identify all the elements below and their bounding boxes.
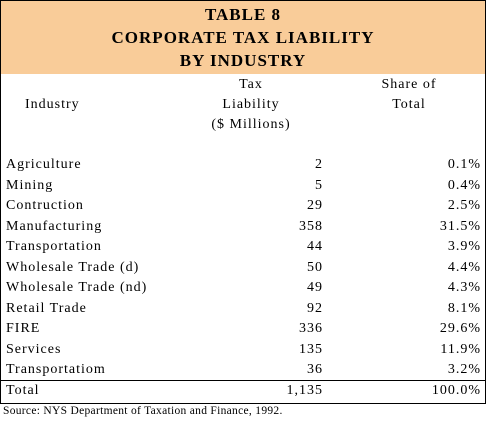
tax-cell: 92 bbox=[307, 300, 323, 316]
column-header-industry: Industry bbox=[25, 95, 125, 115]
industry-cell: Transportatiom bbox=[6, 362, 106, 377]
table-row: Manufacturing 358 31.5% bbox=[1, 217, 485, 238]
source-note: Source: NYS Department of Taxation and F… bbox=[3, 405, 283, 417]
tax-cell: 49 bbox=[307, 280, 323, 295]
table-number: TABLE 8 bbox=[204, 5, 282, 24]
table-frame: TABLE 8 CORPORATE TAX LIABILITY BY INDUS… bbox=[0, 0, 486, 404]
tax-cell: 2 bbox=[315, 157, 323, 172]
table-row: Transportation 44 3.9% bbox=[1, 237, 485, 258]
tax-cell: 135 bbox=[299, 341, 323, 357]
column-header-tax-liability: Tax Liability ($ Millions) bbox=[201, 75, 301, 135]
tax-cell: 36 bbox=[307, 362, 323, 377]
title-band: TABLE 8 CORPORATE TAX LIABILITY BY INDUS… bbox=[1, 1, 485, 74]
share-cell: 2.5% bbox=[447, 198, 481, 213]
table-row: Contruction 29 2.5% bbox=[1, 196, 485, 217]
share-cell: 29.6% bbox=[439, 321, 481, 336]
total-row: Total 1,135 100.0% bbox=[1, 381, 485, 402]
share-cell: 3.2% bbox=[447, 362, 481, 377]
table-row: Wholesale Trade (d) 50 4.4% bbox=[1, 258, 485, 279]
total-share: 100.0% bbox=[431, 382, 481, 398]
industry-cell: Manufacturing bbox=[6, 218, 103, 234]
column-header-share-line1: Share of bbox=[381, 77, 437, 92]
share-cell: 11.9% bbox=[440, 341, 481, 357]
total-tax: 1,135 bbox=[286, 382, 323, 398]
table-row: Mining 5 0.4% bbox=[1, 176, 485, 197]
tax-cell: 50 bbox=[307, 259, 323, 275]
tax-cell: 44 bbox=[307, 239, 323, 254]
table-title: CORPORATE TAX LIABILITY bbox=[111, 28, 375, 47]
table-subtitle: BY INDUSTRY bbox=[179, 51, 307, 70]
table-row: Wholesale Trade (nd) 49 4.3% bbox=[1, 278, 485, 299]
tax-cell: 358 bbox=[299, 218, 323, 234]
total-rule bbox=[1, 380, 485, 381]
industry-cell: Retail Trade bbox=[6, 300, 87, 316]
share-cell: 4.4% bbox=[447, 259, 481, 275]
table-row: Agriculture 2 0.1% bbox=[1, 155, 485, 176]
industry-cell: FIRE bbox=[6, 321, 41, 336]
share-cell: 4.3% bbox=[447, 280, 481, 295]
column-header-tax-line2: Liability bbox=[222, 97, 280, 112]
table-row: Transportatiom 36 3.2% bbox=[1, 360, 485, 381]
industry-cell: Contruction bbox=[6, 198, 84, 213]
table-row: Retail Trade 92 8.1% bbox=[1, 299, 485, 320]
industry-cell: Wholesale Trade (d) bbox=[6, 259, 140, 275]
tax-cell: 5 bbox=[315, 177, 323, 193]
share-cell: 31.5% bbox=[439, 218, 481, 234]
industry-cell: Services bbox=[6, 341, 62, 357]
share-cell: 3.9% bbox=[447, 239, 481, 254]
industry-cell: Agriculture bbox=[6, 157, 82, 172]
industry-cell: Wholesale Trade (nd) bbox=[6, 280, 148, 295]
table-row: FIRE 336 29.6% bbox=[1, 319, 485, 340]
industry-cell: Mining bbox=[6, 177, 54, 193]
table-row: Services 135 11.9% bbox=[1, 340, 485, 361]
total-label: Total bbox=[6, 382, 40, 398]
column-header-tax-line3: ($ Millions) bbox=[211, 117, 291, 132]
column-header-industry-label: Industry bbox=[25, 97, 80, 112]
industry-cell: Transportation bbox=[6, 239, 102, 254]
column-header-share-line2: Total bbox=[392, 97, 426, 112]
share-cell: 0.4% bbox=[447, 177, 481, 193]
column-header-tax-line1: Tax bbox=[239, 77, 263, 92]
tax-cell: 29 bbox=[307, 198, 323, 213]
tax-cell: 336 bbox=[299, 321, 323, 336]
share-cell: 0.1% bbox=[447, 157, 481, 172]
share-cell: 8.1% bbox=[447, 300, 481, 316]
table-body: Agriculture 2 0.1% Mining 5 0.4% Contruc… bbox=[1, 155, 485, 401]
column-header-share-of-total: Share of Total bbox=[359, 75, 459, 115]
